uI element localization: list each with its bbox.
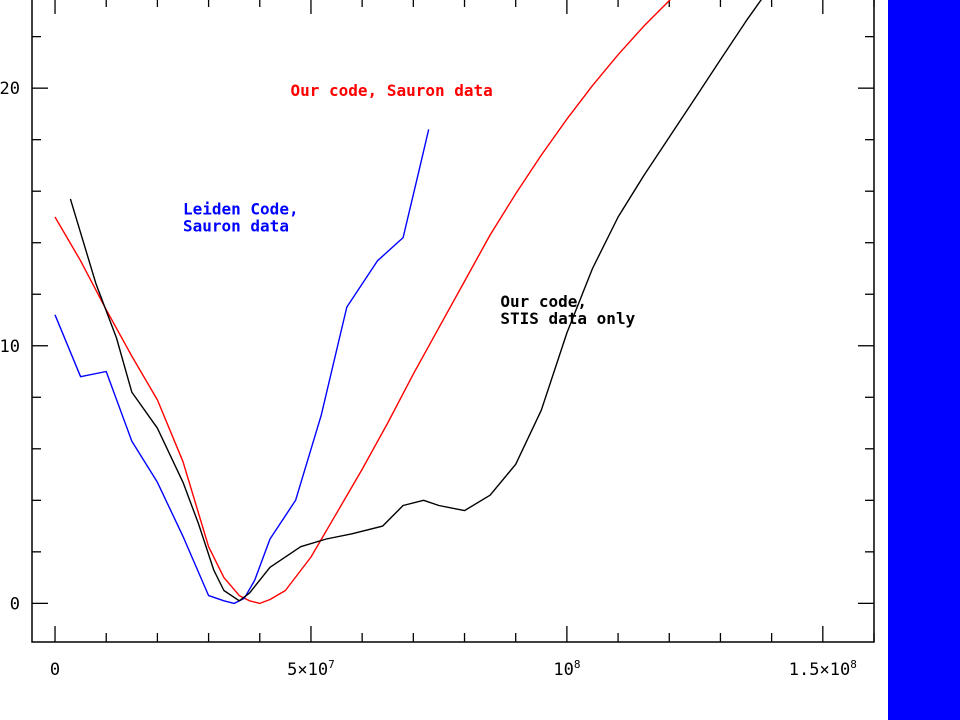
x-tick-label: 5×107 <box>287 658 335 680</box>
series-line-leiden-code-sauron-data <box>54 129 430 605</box>
x-tick-label: 1.5×108 <box>789 658 857 680</box>
series-annotation-text: Our code, Sauron data <box>290 81 492 100</box>
plot-frame <box>31 0 875 643</box>
x-tick-label: 0 <box>50 660 60 680</box>
series-annotation-text: Our code, <box>500 292 587 311</box>
side-color-band <box>888 0 960 720</box>
tick-marks <box>32 0 875 642</box>
series-line-our-code-stis-data-only <box>69 0 762 602</box>
y-tick-label: 0 <box>10 594 20 614</box>
series-line-our-code-sauron-data <box>54 0 671 605</box>
series-annotation-text: STIS data only <box>500 309 635 328</box>
y-tick-label: 20 <box>0 79 20 99</box>
series-annotation-text: Leiden Code, <box>183 199 299 218</box>
tick-labels: 0 5×107 108 1.5×108 0 10 20 <box>0 79 857 680</box>
series-annotation-text: Sauron data <box>183 216 289 235</box>
series-annotations: Our code, Sauron data Leiden Code,Sauron … <box>183 81 636 328</box>
series-lines <box>54 0 762 605</box>
x-tick-label: 108 <box>553 658 580 680</box>
y-tick-label: 10 <box>0 337 20 357</box>
